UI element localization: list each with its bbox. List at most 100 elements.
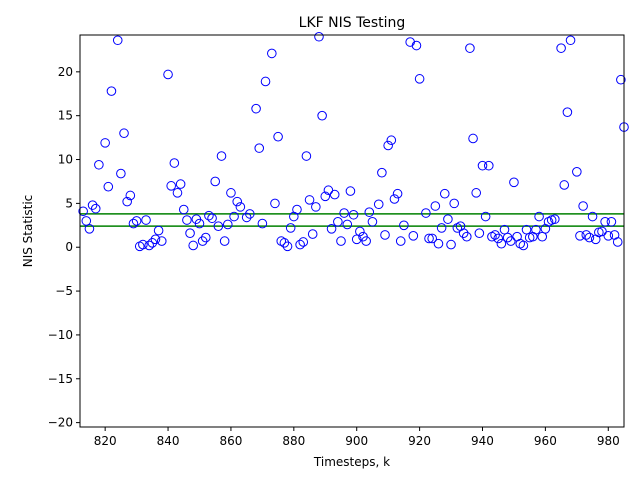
nis-point: [336, 236, 346, 246]
nis-point: [254, 143, 265, 153]
nis-point: [210, 176, 221, 187]
nis-point: [103, 181, 114, 192]
nis-point: [122, 196, 132, 207]
nis-point: [153, 225, 164, 236]
nis-point: [304, 195, 315, 205]
y-tick-label: 20: [58, 65, 73, 79]
nis-point: [207, 213, 217, 224]
nis-point: [100, 138, 110, 148]
nis-point: [446, 239, 456, 250]
nis-point: [320, 191, 331, 202]
nis-point: [411, 40, 422, 51]
nis-point: [169, 158, 180, 168]
nis-point: [436, 223, 447, 233]
nis-point: [106, 86, 117, 96]
nis-point: [295, 239, 305, 250]
nis-point: [90, 203, 101, 214]
nis-point: [314, 31, 324, 42]
nis-point: [471, 188, 482, 198]
data-points: [78, 31, 629, 252]
y-tick-label: −10: [48, 328, 73, 342]
nis-point: [285, 223, 296, 233]
nis-point: [194, 218, 205, 229]
nis-point: [216, 151, 227, 161]
nis-point: [257, 218, 268, 229]
nis-point: [185, 228, 195, 238]
nis-point: [219, 236, 230, 246]
nis-point: [166, 181, 176, 191]
nis-point: [367, 216, 378, 227]
nis-point: [443, 214, 453, 224]
nis-point: [138, 239, 148, 250]
nis-point: [361, 236, 371, 246]
nis-point: [575, 231, 585, 241]
nis-point: [141, 215, 151, 225]
nis-point: [559, 180, 570, 190]
nis-point: [414, 74, 425, 84]
x-axis-ticks: 820 840 860 880 900 920 940 960 980: [94, 427, 620, 448]
nis-point: [405, 37, 415, 47]
nis-point: [116, 168, 126, 179]
nis-point: [458, 228, 469, 238]
nis-point: [156, 236, 167, 246]
nis-point: [326, 224, 337, 234]
nis-point: [373, 199, 384, 210]
nis-point: [377, 167, 387, 178]
nis-point: [188, 240, 199, 251]
nis-point: [339, 208, 349, 218]
nis-point: [392, 188, 403, 199]
nis-point: [260, 76, 271, 87]
x-tick-label: 880: [282, 434, 305, 448]
nis-point: [399, 220, 409, 231]
nis-point: [235, 202, 246, 212]
nis-point: [505, 236, 516, 246]
nis-point: [128, 218, 139, 229]
nis-point: [562, 107, 573, 117]
plot-frame: [79, 34, 625, 428]
nis-point: [433, 238, 444, 249]
nis-point: [408, 231, 419, 241]
nis-point: [480, 211, 491, 222]
nis-point: [84, 224, 95, 234]
nis-point: [270, 198, 280, 209]
nis-point: [342, 219, 353, 230]
nis-point: [131, 216, 142, 226]
nis-point: [483, 160, 494, 171]
nis-point: [395, 236, 406, 246]
nis-point: [307, 229, 318, 239]
nis-point: [301, 151, 312, 161]
nis-point: [603, 231, 614, 241]
nis-point: [509, 177, 519, 188]
nis-point: [245, 209, 255, 219]
nis-point: [213, 221, 224, 231]
y-tick-label: −20: [48, 416, 73, 430]
nis-point: [125, 190, 136, 201]
y-tick-label: 15: [58, 109, 73, 123]
nis-point: [439, 188, 450, 199]
y-tick-label: 10: [58, 153, 73, 167]
nis-point: [565, 35, 576, 46]
x-tick-label: 820: [94, 434, 117, 448]
x-tick-label: 840: [157, 434, 180, 448]
nis-point: [430, 201, 441, 211]
y-tick-label: 0: [65, 240, 73, 254]
nis-point: [474, 228, 485, 238]
nis-point: [597, 226, 607, 237]
nis-point: [389, 194, 400, 204]
x-tick-label: 920: [408, 434, 431, 448]
nis-point: [172, 188, 183, 198]
nis-point: [490, 230, 500, 240]
nis-point: [578, 201, 588, 211]
nis-point: [345, 186, 356, 196]
nis-point: [241, 212, 252, 223]
nis-point: [87, 200, 98, 210]
nis-point: [175, 179, 186, 189]
nis-point: [531, 224, 541, 235]
y-tick-label: −5: [55, 284, 73, 298]
nis-point: [232, 196, 243, 207]
nis-point: [572, 167, 582, 177]
nis-point: [282, 241, 293, 252]
x-axis-label: Timesteps, k: [313, 455, 390, 469]
nis-point: [496, 238, 507, 249]
